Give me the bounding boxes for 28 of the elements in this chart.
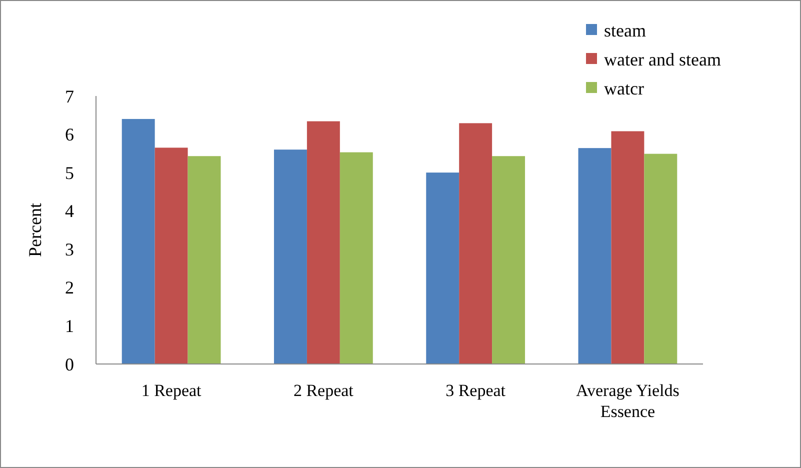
bar: [122, 118, 155, 364]
bar: [274, 150, 307, 364]
legend-label: water and steam: [604, 49, 721, 70]
bar: [578, 148, 612, 364]
y-tick-label: 6: [65, 124, 74, 145]
y-tick-label: 4: [65, 201, 74, 222]
y-tick-label: 1: [65, 316, 74, 336]
legend-label: watcr: [604, 78, 644, 98]
x-tick-label: Average Yields Essence: [576, 381, 680, 421]
y-tick-label: 0: [65, 354, 74, 374]
bar: [611, 131, 644, 364]
bar: [644, 154, 678, 364]
y-tick-label: 3: [65, 239, 74, 260]
x-tick-label: 2 Repeat: [293, 381, 354, 400]
y-tick-label: 2: [65, 278, 74, 298]
x-tick-label: 3 Repeat: [446, 381, 506, 400]
bar: [459, 123, 492, 364]
bar: [492, 156, 526, 364]
bar: [340, 152, 373, 364]
legend-label: steam: [604, 20, 646, 40]
y-tick-label: 7: [65, 86, 74, 106]
bar: [426, 172, 460, 364]
bar: [306, 121, 340, 364]
y-tick-label: 5: [65, 162, 74, 183]
y-axis-title: Percent: [25, 203, 45, 257]
bar: [188, 156, 221, 364]
x-tick-label: 1 Repeat: [141, 381, 202, 400]
bar: [154, 148, 188, 364]
